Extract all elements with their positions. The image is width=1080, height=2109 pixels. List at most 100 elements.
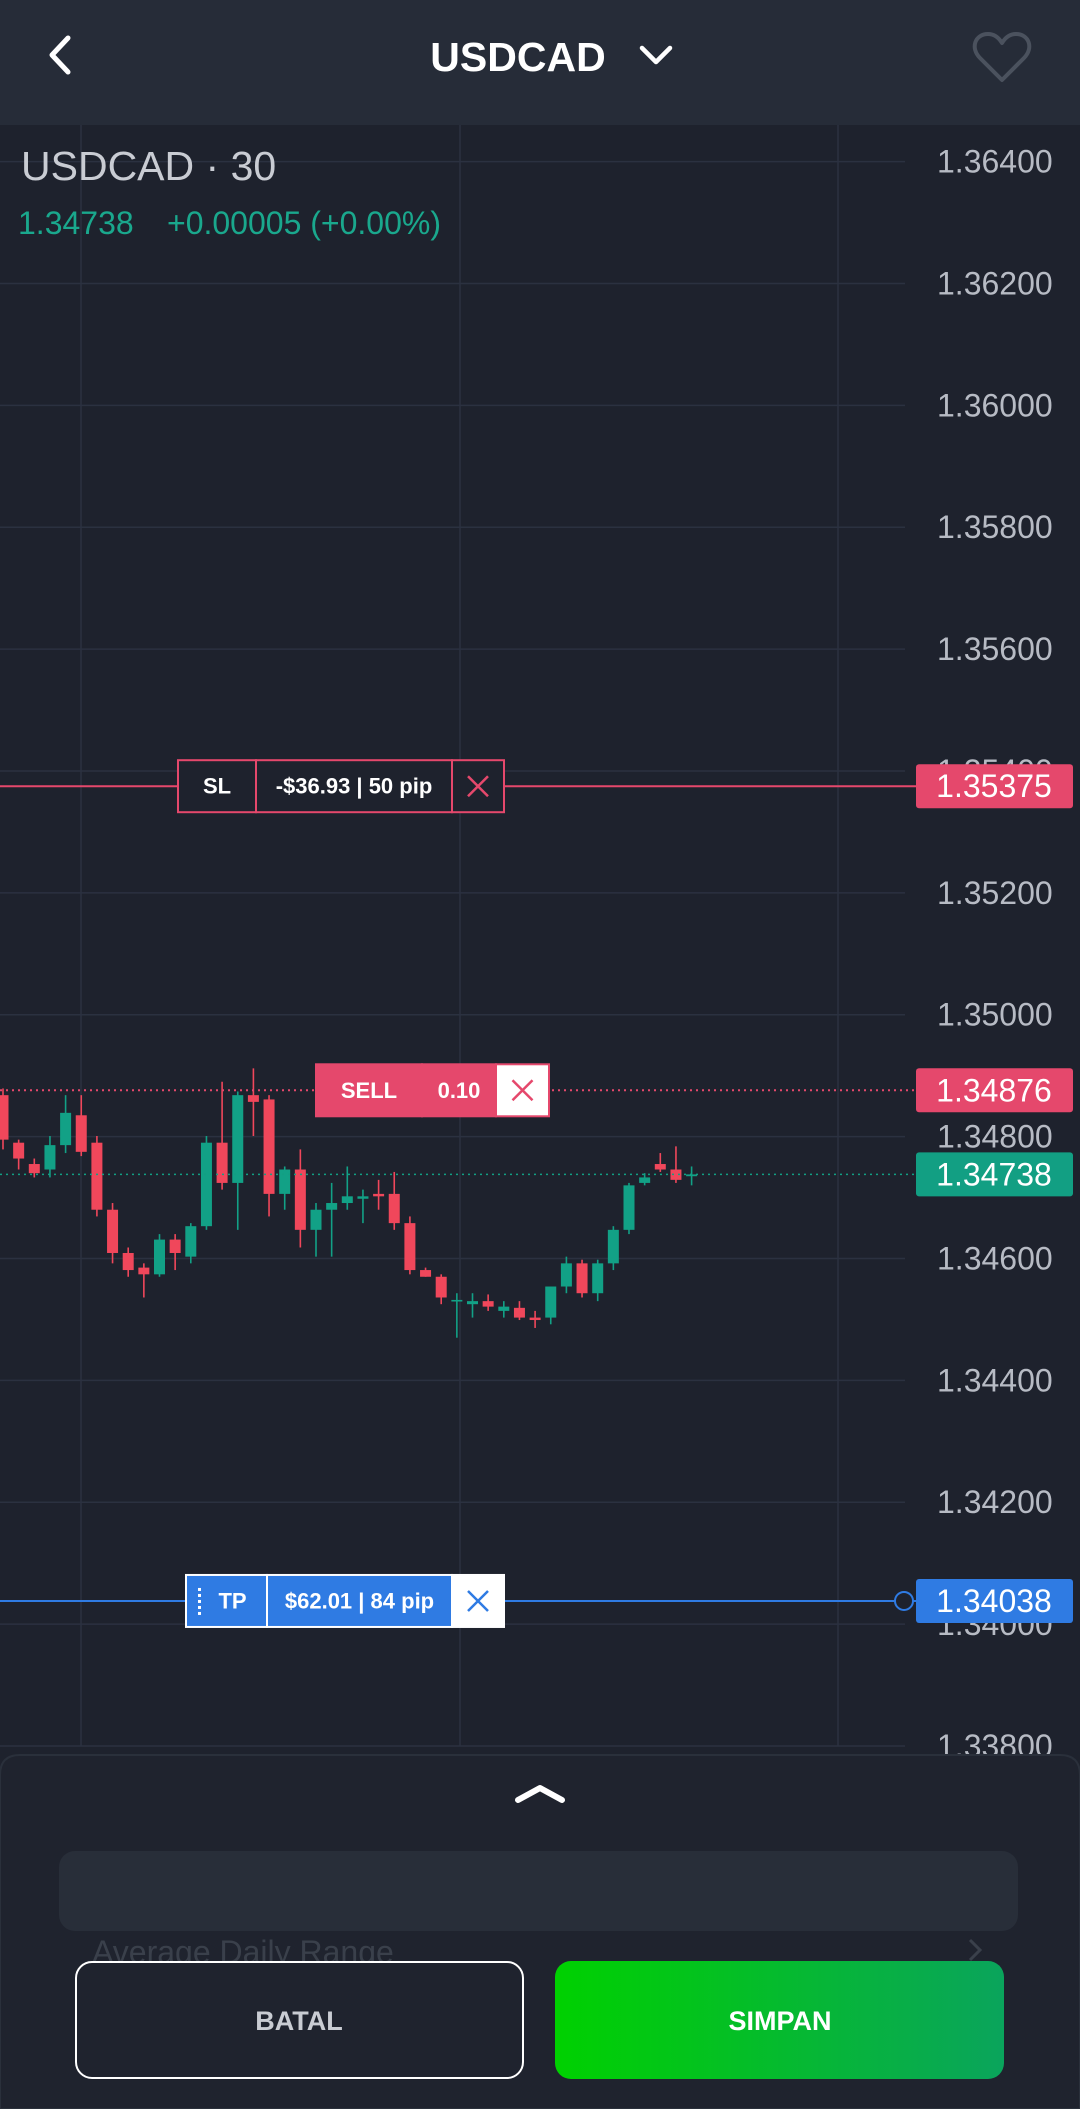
candle-body bbox=[247, 1095, 259, 1102]
order-info: $62.01 | 84 pip bbox=[285, 1588, 434, 1613]
y-tick-label: 1.36200 bbox=[937, 265, 1053, 301]
candle-body bbox=[513, 1307, 525, 1318]
order-box-segment bbox=[255, 759, 453, 814]
cancel-button[interactable] bbox=[75, 1961, 524, 2079]
candle-body bbox=[560, 1263, 572, 1287]
drag-grip[interactable] bbox=[198, 1605, 201, 1609]
chart-title: USDCAD · 30 bbox=[21, 143, 276, 189]
symbol-title[interactable]: USDCAD bbox=[430, 34, 605, 80]
candle-body bbox=[357, 1196, 369, 1199]
candle-body bbox=[341, 1196, 353, 1204]
candle-body bbox=[576, 1263, 588, 1294]
cancel-label[interactable]: BATAL bbox=[255, 2006, 342, 2036]
candle-body bbox=[373, 1193, 385, 1197]
candle-body bbox=[529, 1317, 541, 1321]
drag-grip[interactable] bbox=[198, 1599, 201, 1603]
last-price-tag-label: 1.34738 bbox=[936, 1156, 1052, 1192]
candle-body bbox=[623, 1185, 635, 1230]
order-price-tag bbox=[916, 1068, 1073, 1113]
candle-body bbox=[107, 1209, 119, 1253]
candle-body bbox=[279, 1169, 291, 1194]
save-button[interactable] bbox=[555, 1961, 1004, 2079]
candle-body bbox=[404, 1223, 416, 1271]
expand-handle[interactable] bbox=[515, 1785, 565, 1803]
order-price-tag-label: 1.34876 bbox=[936, 1072, 1052, 1108]
candle-body bbox=[185, 1226, 197, 1257]
candle-body bbox=[310, 1209, 322, 1230]
candle-body bbox=[498, 1306, 510, 1311]
candle-body bbox=[263, 1099, 275, 1194]
candle-body bbox=[294, 1169, 306, 1230]
candle-body bbox=[482, 1301, 494, 1307]
order-box-segment[interactable] bbox=[451, 759, 505, 814]
back-button[interactable] bbox=[49, 35, 71, 75]
y-tick-label: 1.35000 bbox=[937, 997, 1053, 1033]
candle-body bbox=[686, 1174, 698, 1177]
candle-body bbox=[169, 1239, 181, 1253]
y-tick-label: 1.34200 bbox=[937, 1484, 1053, 1520]
candle-body bbox=[435, 1276, 447, 1298]
candle-body bbox=[545, 1286, 557, 1318]
y-tick-label: 1.34400 bbox=[937, 1362, 1053, 1398]
drag-grip[interactable] bbox=[198, 1587, 201, 1591]
candle-body bbox=[75, 1115, 87, 1152]
y-tick-label: 1.34600 bbox=[937, 1240, 1053, 1276]
candle-body bbox=[326, 1203, 338, 1210]
y-tick-label: 1.35600 bbox=[937, 631, 1053, 667]
candle-body bbox=[420, 1270, 432, 1277]
symbol-dropdown[interactable] bbox=[639, 45, 673, 65]
order-price-tag bbox=[916, 1578, 1073, 1623]
candle-body bbox=[670, 1169, 682, 1180]
y-tick-label: 1.36400 bbox=[937, 144, 1053, 180]
header bbox=[0, 0, 1080, 125]
drag-grip[interactable] bbox=[198, 1611, 201, 1615]
candle-body bbox=[592, 1263, 604, 1294]
candle-body bbox=[154, 1239, 165, 1275]
favorite-button[interactable] bbox=[972, 32, 1032, 82]
chart: 1.364001.362001.360001.358001.356001.354… bbox=[0, 125, 1053, 1764]
order-type: TP bbox=[218, 1588, 246, 1613]
candle-body bbox=[200, 1142, 212, 1227]
y-tick-label: 1.35200 bbox=[937, 875, 1053, 911]
candle-body bbox=[451, 1299, 463, 1302]
order-price-tag-label: 1.35375 bbox=[936, 768, 1052, 804]
y-tick-label: 1.36000 bbox=[937, 387, 1053, 423]
candle-body bbox=[388, 1193, 400, 1224]
candle-body bbox=[639, 1177, 651, 1183]
candle-body bbox=[232, 1095, 244, 1183]
candle-body bbox=[216, 1142, 228, 1183]
candle-body bbox=[654, 1164, 666, 1170]
price-change: +0.00005 (+0.00%) bbox=[167, 205, 441, 241]
drag-grip[interactable] bbox=[198, 1593, 201, 1597]
order-box-segment bbox=[177, 759, 257, 814]
order-price-tag bbox=[916, 764, 1073, 809]
candle-body bbox=[28, 1164, 40, 1174]
sheet-item-arrow bbox=[968, 1938, 983, 1962]
y-tick-label: 1.35800 bbox=[937, 509, 1053, 545]
overlay: 1.34738 SL -$36.93 | 50 pip 1.35375 SELL 0.10… bbox=[0, 759, 1073, 1628]
candle-body bbox=[60, 1112, 72, 1146]
y-tick-label: 1.34800 bbox=[937, 1119, 1053, 1155]
candle-body bbox=[13, 1142, 25, 1159]
order-type: SL bbox=[203, 774, 231, 799]
candle-body bbox=[122, 1252, 134, 1271]
sheet-card bbox=[59, 1851, 1018, 1931]
candle-body bbox=[138, 1267, 150, 1275]
last-price: 1.34738 bbox=[18, 205, 134, 241]
candle-body bbox=[44, 1145, 56, 1170]
candle-body bbox=[91, 1142, 103, 1210]
order-price-tag-label: 1.34038 bbox=[936, 1583, 1052, 1619]
last-price-tag bbox=[916, 1152, 1073, 1197]
order-info: -$36.93 | 50 pip bbox=[276, 774, 433, 799]
order-close-icon[interactable] bbox=[511, 1079, 534, 1102]
order-info: 0.10 bbox=[438, 1078, 481, 1103]
candle-body bbox=[0, 1095, 9, 1140]
order-type: SELL bbox=[341, 1078, 397, 1103]
order-line-handle[interactable] bbox=[894, 1590, 914, 1611]
candle-body bbox=[607, 1229, 619, 1264]
save-label[interactable]: SIMPAN bbox=[728, 2006, 831, 2036]
order-close-icon[interactable] bbox=[467, 775, 489, 798]
order-close-icon[interactable] bbox=[467, 1590, 489, 1612]
